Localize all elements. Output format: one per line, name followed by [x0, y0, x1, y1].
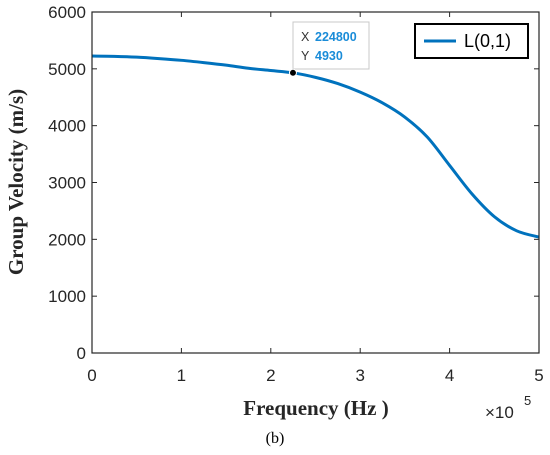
x-tick-label: 5 — [534, 366, 543, 385]
y-tick-label: 3000 — [48, 174, 86, 193]
y-tick-label: 0 — [77, 344, 86, 363]
series-line-l01 — [91, 54, 540, 239]
datatip[interactable]: X 224800 Y 4930 — [288, 21, 370, 77]
figure-caption: (b) — [266, 430, 285, 447]
legend-label: L(0,1) — [464, 31, 511, 51]
legend[interactable]: L(0,1) — [414, 23, 529, 59]
x-axis-title: Frequency (Hz ) — [243, 396, 388, 420]
x-tick-label: 3 — [355, 366, 364, 385]
plot-border — [91, 11, 540, 354]
datatip-y-value: 4930 — [315, 49, 343, 63]
datatip-y-key: Y — [301, 49, 310, 63]
legend-box — [414, 23, 529, 59]
x-tick-label: 0 — [87, 366, 96, 385]
x-exponent-base: ×10 — [485, 403, 514, 422]
datatip-x-key: X — [301, 30, 310, 44]
datatip-marker[interactable] — [288, 68, 297, 77]
y-axis-ticks: 0 1000 2000 3000 4000 5000 6000 — [48, 3, 539, 363]
y-tick-label: 6000 — [48, 3, 86, 22]
y-tick-label: 5000 — [48, 60, 86, 79]
datatip-x-value: 224800 — [315, 30, 357, 44]
datatip-box — [292, 21, 370, 70]
y-tick-label: 2000 — [48, 230, 86, 249]
y-tick-label: 1000 — [48, 287, 86, 306]
x-tick-label: 4 — [445, 366, 454, 385]
y-tick-label: 4000 — [48, 117, 86, 136]
x-tick-label: 1 — [177, 366, 186, 385]
y-axis-title: Group Velocity (m/s) — [4, 89, 28, 275]
x-exponent-power: 5 — [524, 393, 531, 408]
x-tick-label: 2 — [266, 366, 275, 385]
